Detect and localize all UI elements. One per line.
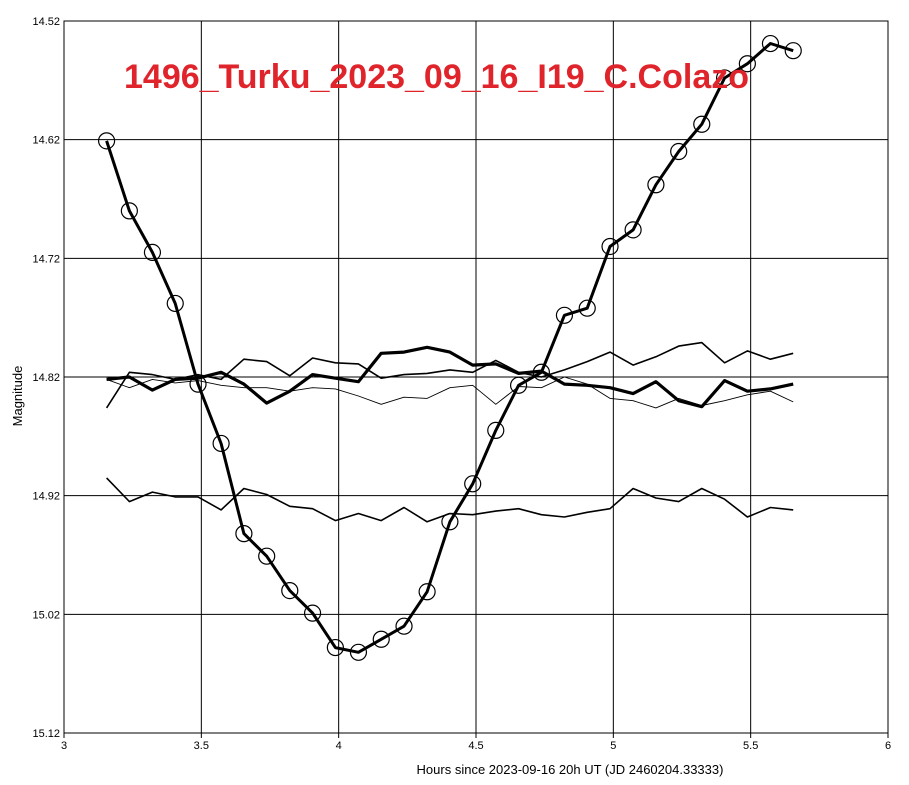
chart-title: 1496_Turku_2023_09_16_I19_C.Colazo: [124, 58, 749, 96]
data-point-0-30: [784, 42, 802, 60]
x-tick-label-5: 5.5: [743, 740, 758, 752]
data-point-0-3: [166, 294, 184, 313]
grid: [63, 20, 889, 738]
y-tick-label-5: 15.02: [32, 609, 60, 621]
y-tick-label-2: 14.72: [32, 253, 60, 265]
data-point-0-5: [212, 434, 230, 453]
data-point-0-11: [349, 643, 368, 661]
data-point-0-25: [670, 142, 688, 161]
marker-group: [97, 34, 802, 661]
data-point-0-24: [647, 176, 665, 194]
data-point-0-6: [235, 525, 253, 543]
x-tick-label-4: 5: [610, 740, 616, 752]
series-line-3: [106, 376, 794, 409]
y-tick-label-4: 14.92: [32, 491, 60, 503]
data-point-0-12: [372, 630, 390, 648]
data-point-0-19: [532, 363, 550, 381]
data-point-0-13: [395, 617, 413, 635]
data-point-0-0: [97, 132, 116, 150]
data-point-0-23: [624, 221, 642, 239]
data-point-0-2: [143, 243, 162, 261]
data-point-0-7: [258, 547, 276, 565]
x-tick-label-3: 4.5: [468, 740, 483, 752]
data-point-0-28: [738, 55, 756, 73]
y-tick-label-3: 14.82: [32, 372, 60, 384]
data-point-0-1: [120, 202, 138, 220]
data-point-0-27: [715, 69, 734, 87]
series-line-1: [106, 345, 794, 409]
data-point-0-8: [281, 581, 299, 600]
data-point-0-16: [464, 475, 482, 493]
x-tick-label-2: 4: [336, 740, 342, 752]
data-point-0-21: [578, 299, 596, 317]
y-tick-label-0: 14.52: [32, 16, 60, 28]
series-group: [105, 42, 794, 654]
data-point-0-10: [326, 638, 344, 657]
series-line-4: [106, 477, 794, 523]
data-point-0-4: [189, 375, 207, 393]
data-point-0-17: [487, 421, 505, 439]
y-tick-label-1: 14.62: [32, 135, 60, 147]
x-axis-title: Hours since 2023-09-16 20h UT (JD 246020…: [417, 762, 724, 777]
series-line-2: [105, 341, 794, 409]
data-point-0-18: [509, 376, 528, 394]
data-point-0-14: [418, 583, 436, 601]
data-point-0-22: [601, 237, 619, 256]
y-tick-label-6: 15.12: [32, 728, 60, 740]
y-axis-title: Magnitude: [10, 366, 25, 427]
x-tick-label-0: 3: [61, 740, 67, 752]
data-point-0-20: [555, 306, 574, 324]
data-point-0-9: [303, 604, 322, 622]
data-point-0-26: [693, 115, 711, 133]
data-point-0-29: [761, 34, 780, 53]
tick-labels: 3 3.5 4 4.5 5 5.5 6 14.52 14.62 14.72 14.82 14.92 15…: [32, 16, 891, 752]
x-tick-label-6: 6: [885, 740, 891, 752]
data-point-0-15: [441, 513, 459, 531]
series-line-0: [105, 42, 794, 654]
x-tick-label-1: 3.5: [194, 740, 209, 752]
